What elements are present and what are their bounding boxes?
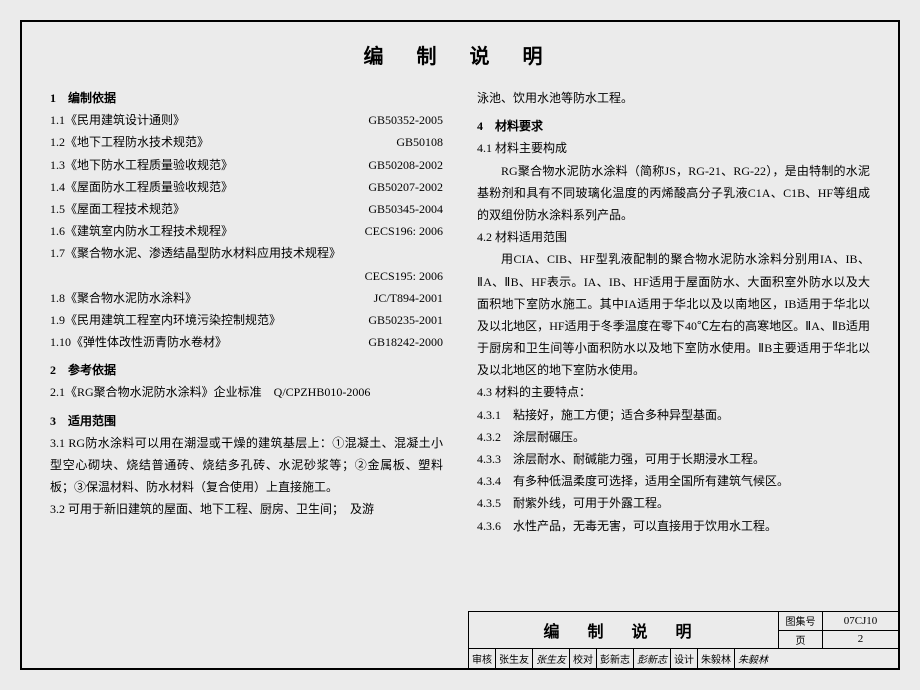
credit-cell: 校对 — [570, 649, 597, 668]
item-4-3-1: 4.3.1 粘接好，施工方便；适合多种异型基面。 — [477, 404, 870, 426]
content-columns: 1 编制依据 1.1《民用建筑设计通则》GB50352-2005 1.2《地下工… — [50, 87, 870, 537]
left-column: 1 编制依据 1.1《民用建筑设计通则》GB50352-2005 1.2《地下工… — [50, 87, 443, 537]
ref-row: 1.8《聚合物水泥防水涂料》JC/T894-2001 — [50, 287, 443, 309]
section-4-head: 4 材料要求 — [477, 115, 870, 137]
section-2-head: 2 参考依据 — [50, 359, 443, 381]
item-4-3-2: 4.3.2 涂层耐碾压。 — [477, 426, 870, 448]
ref-row: 1.7《聚合物水泥、渗透结晶型防水材料应用技术规程》 — [50, 242, 443, 264]
album-value: 07CJ10 — [823, 612, 898, 630]
ref-row: 1.3《地下防水工程质量验收规范》GB50208-2002 — [50, 154, 443, 176]
page-container: 编 制 说 明 1 编制依据 1.1《民用建筑设计通则》GB50352-2005… — [0, 0, 920, 690]
credit-cell: 张生友 — [496, 649, 533, 668]
section-3-head: 3 适用范围 — [50, 410, 443, 432]
credit-cell: 设计 — [671, 649, 698, 668]
ref-row: 1.2《地下工程防水技术规范》GB50108 — [50, 131, 443, 153]
section-3-p2: 3.2 可用于新旧建筑的屋面、地下工程、厨房、卫生间； 及游 — [50, 498, 443, 520]
footer-title-text: 编 制 说 明 — [469, 612, 778, 648]
section-2-line: 2.1《RG聚合物水泥防水涂料》企业标准 Q/CPZHB010-2006 — [50, 381, 443, 403]
credit-cell: 张生友 — [533, 649, 570, 668]
album-label: 图集号 — [779, 612, 823, 630]
main-title: 编 制 说 明 — [50, 40, 870, 69]
credit-cell: 朱毅林 — [735, 649, 898, 668]
document-sheet: 编 制 说 明 1 编制依据 1.1《民用建筑设计通则》GB50352-2005… — [20, 20, 900, 670]
credit-cell: 彭新志 — [634, 649, 671, 668]
subhead-4-1: 4.1 材料主要构成 — [477, 137, 870, 159]
credit-cell: 朱毅林 — [698, 649, 735, 668]
ref-row: 1.6《建筑室内防水工程技术规程》CECS196: 2006 — [50, 220, 443, 242]
title-block: 编 制 说 明 图集号 07CJ10 页 2 审核 张生友 张生友 校对 — [468, 611, 898, 668]
item-4-3-4: 4.3.4 有多种低温柔度可选择，适用全国所有建筑气候区。 — [477, 470, 870, 492]
page-value: 2 — [823, 631, 898, 649]
right-column: 泳池、饮用水池等防水工程。 4 材料要求 4.1 材料主要构成 RG聚合物水泥防… — [477, 87, 870, 537]
item-4-3-5: 4.3.5 耐紫外线，可用于外露工程。 — [477, 492, 870, 514]
section-1-head: 1 编制依据 — [50, 87, 443, 109]
ref-row: 1.9《民用建筑工程室内环境污染控制规范》GB50235-2001 — [50, 309, 443, 331]
item-4-3-6: 4.3.6 水性产品，无毒无害，可以直接用于饮用水工程。 — [477, 515, 870, 537]
credit-cell: 彭新志 — [597, 649, 634, 668]
continuation-text: 泳池、饮用水池等防水工程。 — [477, 87, 870, 109]
section-3-p1: 3.1 RG防水涂料可以用在潮湿或干燥的建筑基层上：①混凝土、混凝土小型空心砌块… — [50, 432, 443, 499]
subhead-4-3: 4.3 材料的主要特点： — [477, 381, 870, 403]
credits-row: 审核 张生友 张生友 校对 彭新志 彭新志 设计 朱毅林 朱毅林 — [469, 649, 898, 668]
page-label: 页 — [779, 631, 823, 649]
para-4-1: RG聚合物水泥防水涂料（简称JS，RG-21、RG-22），是由特制的水泥基粉剂… — [477, 160, 870, 227]
ref-row: 1.4《屋面防水工程质量验收规范》GB50207-2002 — [50, 176, 443, 198]
title-block-top: 编 制 说 明 图集号 07CJ10 页 2 — [469, 612, 898, 649]
ref-row: 1.10《弹性体改性沥青防水卷材》GB18242-2000 — [50, 331, 443, 353]
item-4-3-3: 4.3.3 涂层耐水、耐碱能力强，可用于长期浸水工程。 — [477, 448, 870, 470]
subhead-4-2: 4.2 材料适用范围 — [477, 226, 870, 248]
ref-row: CECS195: 2006 — [50, 265, 443, 287]
credit-cell: 审核 — [469, 649, 496, 668]
ref-row: 1.1《民用建筑设计通则》GB50352-2005 — [50, 109, 443, 131]
para-4-2: 用CIA、CIB、HF型乳液配制的聚合物水泥防水涂料分别用IA、IB、ⅡA、ⅡB… — [477, 248, 870, 381]
ref-row: 1.5《屋面工程技术规范》GB50345-2004 — [50, 198, 443, 220]
footer-meta-box: 图集号 07CJ10 页 2 — [778, 612, 898, 648]
